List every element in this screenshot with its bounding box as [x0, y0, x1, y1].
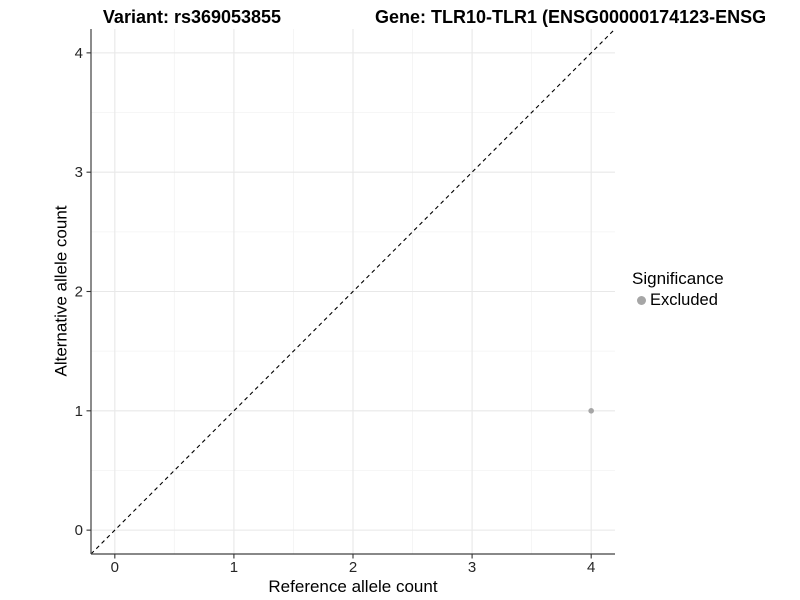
y-tick-label: 0	[75, 522, 83, 539]
data-point	[588, 408, 594, 414]
legend: Significance Excluded	[632, 268, 724, 310]
x-tick-label: 0	[111, 559, 119, 576]
legend-key	[632, 295, 650, 305]
legend-point-icon	[636, 295, 646, 305]
y-axis-title: Alternative allele count	[52, 205, 72, 377]
x-tick-label: 2	[349, 559, 357, 576]
legend-item-label: Excluded	[650, 291, 718, 309]
x-tick-label: 1	[230, 559, 238, 576]
title-gene: Gene: TLR10-TLR1 (ENSG00000174123-ENSG	[375, 7, 767, 27]
x-tick-label: 3	[468, 559, 476, 576]
title-variant: Variant: rs369053855	[102, 7, 282, 27]
legend-item: Excluded	[632, 290, 724, 310]
legend-title: Significance	[632, 269, 724, 288]
y-tick-label: 1	[75, 403, 83, 420]
plot-panel: 0 1 2 3 4 0 1 2 3 4	[75, 28, 616, 576]
y-tick-label: 3	[75, 164, 83, 181]
y-tick-label: 4	[75, 45, 83, 62]
plot-svg: 0 1 2 3 4 0 1 2 3 4	[75, 28, 616, 576]
x-axis-title: Reference allele count	[268, 577, 438, 596]
y-tick-label: 2	[75, 284, 83, 301]
identity-line	[90, 28, 616, 555]
x-tick-label: 4	[587, 559, 595, 576]
